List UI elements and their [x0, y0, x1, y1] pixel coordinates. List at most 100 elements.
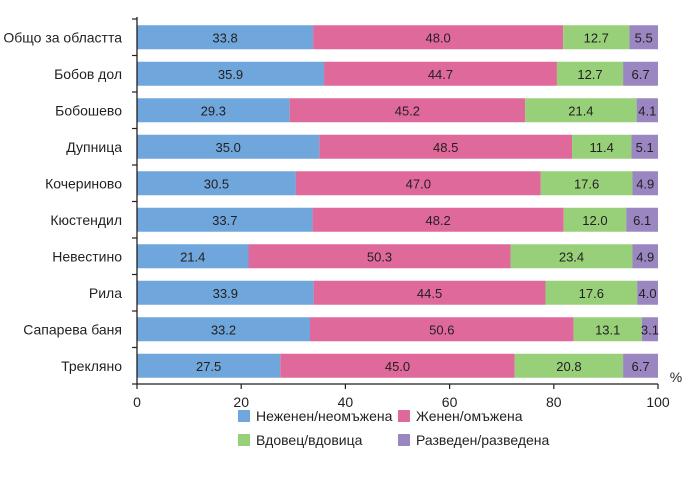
bar-segment	[137, 207, 313, 232]
data-label: 44.5	[417, 286, 442, 301]
category-label: Общо за областта	[3, 29, 122, 45]
bar-segment	[248, 244, 511, 269]
data-label: 12.7	[584, 30, 609, 45]
category-label: Рила	[89, 285, 122, 301]
bar-segment	[556, 61, 624, 86]
data-label: 4.1	[638, 103, 656, 118]
data-label: 45.0	[385, 359, 410, 374]
bar-segment	[137, 134, 320, 159]
data-label: 48.2	[425, 213, 450, 228]
bar-segment	[572, 134, 632, 159]
legend-item-label: Разведен/разведена	[416, 432, 550, 448]
data-label: 30.5	[204, 176, 229, 191]
bar-segment	[137, 317, 310, 342]
bar-segment	[313, 280, 546, 305]
bar-segment	[280, 353, 515, 378]
category-label: Сапарева баня	[23, 321, 122, 337]
bars-layer: 33.8 48.0 12.7 5.5 35.9 44.7 12.7 6.7 29.3 45.2 21…	[137, 25, 659, 378]
data-label: 50.3	[367, 249, 392, 264]
data-label: 45.2	[395, 103, 420, 118]
bar-segment	[137, 61, 325, 86]
bar-segment	[137, 353, 281, 378]
bar-segment	[137, 280, 314, 305]
category-label: Бобов дол	[54, 66, 122, 82]
bar-segment	[641, 317, 658, 342]
bar-segment	[295, 171, 541, 196]
x-tick-label: 20	[233, 394, 249, 410]
x-tick-label: 60	[442, 394, 458, 410]
axes: 0 20 40 60 80 100%	[132, 17, 682, 410]
bar-segment	[137, 171, 296, 196]
bar-segment	[137, 244, 249, 269]
legend-item-label: Вдовец/вдовица	[256, 432, 363, 448]
category-label: Трекляно	[61, 358, 122, 374]
legend-swatch	[238, 434, 250, 446]
bar-segment	[563, 207, 627, 232]
category-label: Невестино	[52, 248, 122, 264]
bar-segment	[312, 207, 564, 232]
category-label: Бобошево	[55, 102, 122, 118]
data-label: 11.4	[590, 140, 614, 155]
data-label: 48.5	[433, 140, 458, 155]
x-tick-label: 40	[338, 394, 354, 410]
x-unit-label: %	[670, 369, 682, 385]
data-label: 50.6	[429, 322, 454, 337]
data-label: 4.9	[636, 176, 654, 191]
data-label: 12.7	[577, 67, 602, 82]
data-label: 48.0	[425, 30, 450, 45]
data-label: 17.6	[574, 176, 599, 191]
data-label: 6.1	[633, 213, 651, 228]
data-label: 3.1	[641, 322, 659, 337]
bar-segment	[626, 207, 658, 232]
bar-segment	[309, 317, 574, 342]
bar-segment	[563, 25, 630, 50]
x-tick-label: 0	[133, 394, 141, 410]
data-label: 12.0	[582, 213, 607, 228]
bar-segment	[623, 61, 658, 86]
legend-item-label: Женен/омъжена	[416, 408, 523, 424]
data-label: 13.1	[595, 322, 620, 337]
category-label: Кочериново	[45, 175, 122, 191]
data-label: 23.4	[559, 249, 584, 264]
data-label: 6.7	[632, 359, 650, 374]
data-label: 6.7	[632, 67, 650, 82]
bar-segment	[540, 171, 633, 196]
legend-swatch	[398, 410, 410, 422]
data-label: 33.9	[213, 286, 238, 301]
data-label: 35.9	[218, 67, 243, 82]
data-label: 5.1	[636, 140, 654, 155]
bar-segment	[137, 25, 314, 50]
bar-segment	[545, 280, 638, 305]
bar-segment	[319, 134, 573, 159]
bar-segment	[632, 171, 658, 196]
data-label: 4.0	[639, 286, 657, 301]
bar-segment	[324, 61, 557, 86]
bar-segment	[313, 25, 564, 50]
bar-segment	[631, 134, 658, 159]
bar-segment	[573, 317, 642, 342]
data-label: 27.5	[196, 359, 221, 374]
bar-segment	[629, 25, 658, 50]
legend-item-label: Неженен/неомъжена	[256, 408, 393, 424]
bar-segment	[289, 98, 526, 123]
bar-segment	[637, 280, 658, 305]
x-tick-label: 80	[546, 394, 562, 410]
bar-segment	[632, 244, 658, 269]
bar-segment	[514, 353, 624, 378]
data-label: 4.9	[636, 249, 654, 264]
bar-segment	[525, 98, 637, 123]
data-label: 47.0	[406, 176, 431, 191]
bar-segment	[137, 98, 290, 123]
data-label: 33.8	[212, 30, 237, 45]
data-label: 21.4	[568, 103, 593, 118]
legend-swatch	[238, 410, 250, 422]
data-label: 21.4	[180, 249, 205, 264]
bar-segment	[623, 353, 658, 378]
data-label: 17.6	[579, 286, 604, 301]
data-label: 33.7	[212, 213, 237, 228]
data-label: 35.0	[216, 140, 241, 155]
bar-segment	[636, 98, 658, 123]
legend: Неженен/неомъжена Женен/омъжена Вдовец/вдо…	[238, 408, 550, 448]
data-label: 29.3	[201, 103, 226, 118]
